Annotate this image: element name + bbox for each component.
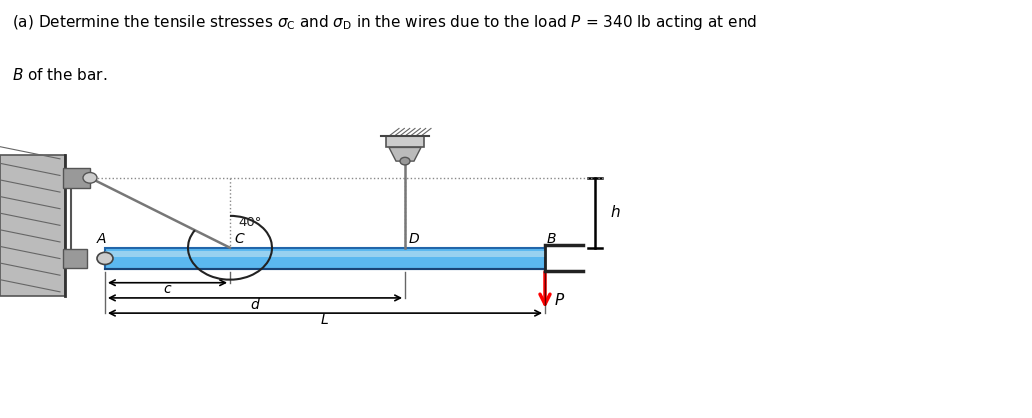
Text: C: C — [234, 232, 244, 246]
Text: h: h — [610, 205, 619, 220]
Text: L: L — [321, 313, 329, 327]
Text: $B$ of the bar.: $B$ of the bar. — [12, 67, 107, 83]
Text: D: D — [409, 232, 420, 246]
Text: (a) Determine the tensile stresses $\sigma_\mathrm{C}$ and $\sigma_\mathrm{D}$ i: (a) Determine the tensile stresses $\sig… — [12, 13, 757, 31]
Text: 40°: 40° — [238, 217, 261, 229]
Bar — [0, 155, 65, 296]
Polygon shape — [63, 168, 90, 188]
Text: P: P — [555, 293, 565, 308]
Polygon shape — [63, 249, 87, 268]
Polygon shape — [389, 148, 421, 161]
Circle shape — [83, 173, 97, 183]
Bar — [105, 251, 545, 257]
Text: c: c — [164, 283, 171, 296]
Text: B: B — [547, 232, 556, 246]
Text: A: A — [97, 232, 106, 246]
Circle shape — [97, 252, 112, 265]
Bar — [386, 136, 424, 148]
Bar — [105, 248, 545, 269]
Circle shape — [400, 157, 410, 165]
Text: d: d — [251, 298, 259, 311]
